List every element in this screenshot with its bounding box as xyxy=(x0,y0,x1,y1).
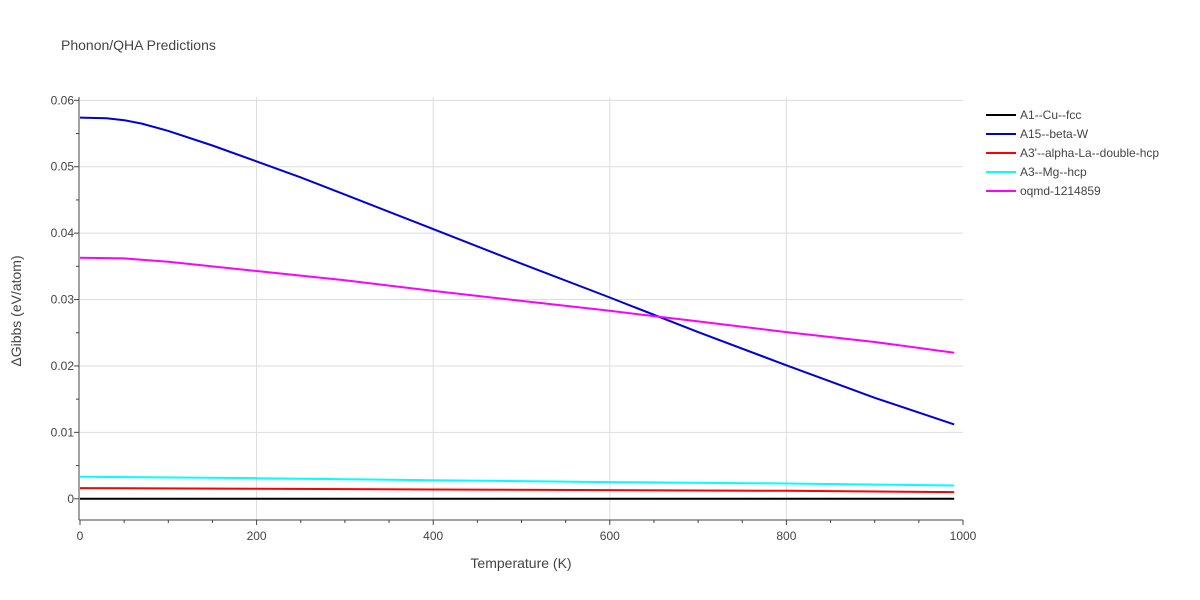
x-tick-label: 600 xyxy=(600,529,620,543)
grid xyxy=(80,97,963,520)
legend-label: A1--Cu--fcc xyxy=(1020,108,1081,122)
x-tick-label: 800 xyxy=(776,529,796,543)
y-tick-label: 0.03 xyxy=(51,293,75,307)
y-axis-label: ΔGibbs (eV/atom) xyxy=(8,255,24,366)
legend-label: A3'--alpha-La--double-hcp xyxy=(1020,146,1159,160)
series-line xyxy=(79,475,955,487)
x-tick-label: 200 xyxy=(247,529,267,543)
series-line xyxy=(79,487,955,494)
x-axis-label: Temperature (K) xyxy=(470,555,571,571)
y-tick-label: 0.01 xyxy=(51,425,75,439)
legend-label: A15--beta-W xyxy=(1020,127,1089,141)
chart-title: Phonon/QHA Predictions xyxy=(61,37,216,53)
y-tick-label: 0.04 xyxy=(51,226,75,240)
x-tick-label: 0 xyxy=(77,529,84,543)
legend-label: A3--Mg--hcp xyxy=(1020,165,1087,179)
axes xyxy=(74,97,964,525)
tick-labels: 0 200 400 600 800 1000 0 0.01 0.02 0.03 0.04 0.05 0.… xyxy=(51,93,977,543)
x-tick-label: 400 xyxy=(423,529,443,543)
y-tick-label: 0 xyxy=(67,492,74,506)
y-tick-label: 0.05 xyxy=(51,160,75,174)
legend: A1--Cu--fcc A15--beta-W A3'--alpha-La--dou… xyxy=(986,108,1159,198)
legend-label: oqmd-1214859 xyxy=(1020,184,1101,198)
y-tick-label: 0.06 xyxy=(51,93,75,107)
y-tick-label: 0.02 xyxy=(51,359,75,373)
x-tick-label: 1000 xyxy=(950,529,977,543)
series-lines xyxy=(79,116,955,500)
series-line xyxy=(79,116,955,426)
series-line xyxy=(79,256,955,354)
